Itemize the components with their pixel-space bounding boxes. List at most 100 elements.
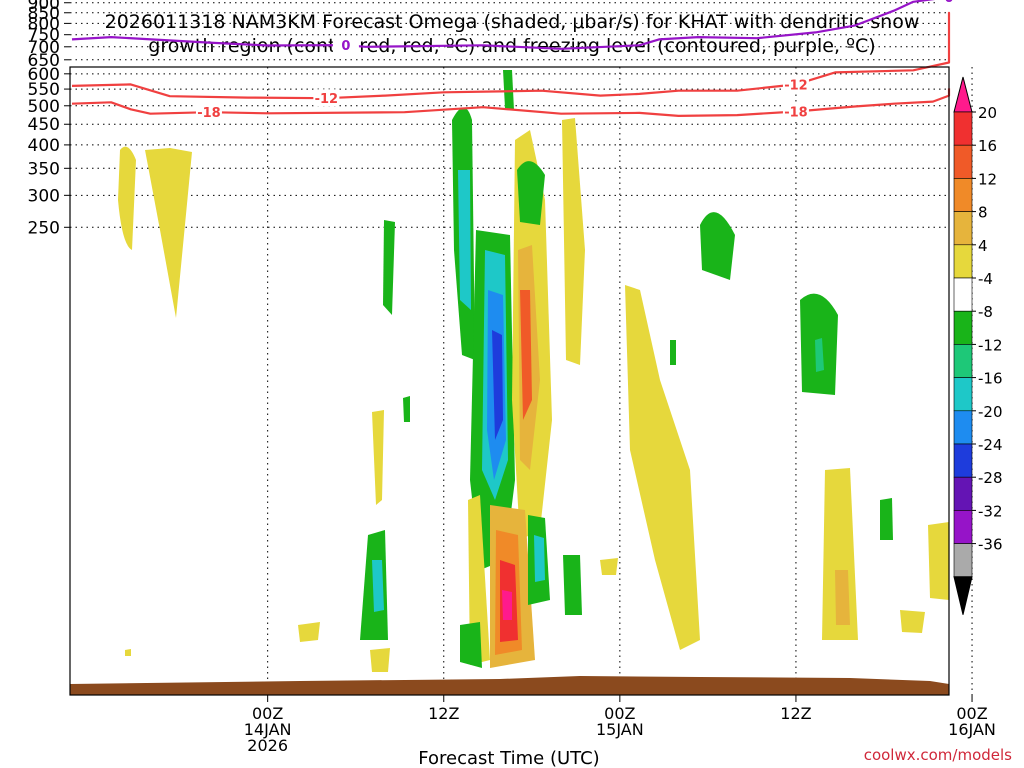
y-tick-label-650: 650 <box>28 51 60 71</box>
omega-pos-4-l <box>900 610 925 633</box>
colorbar-band-7 <box>953 310 973 345</box>
colorbar-band-9 <box>953 377 973 412</box>
omega-pos-4-a <box>118 146 136 250</box>
contour-line-1 <box>71 11 951 100</box>
colorbar-band-8 <box>953 344 973 378</box>
y-tick-label-300: 300 <box>28 186 60 206</box>
colorbar: 20 16 12 8 4 -4 -8 -12 -16 -20 -24 -28 -32 -36 <box>953 76 1003 615</box>
colorbar-label-5: -4 <box>978 270 993 288</box>
y-tick-label-700: 700 <box>28 38 60 58</box>
contour-line-0 <box>71 88 951 117</box>
omega-pos-4-h <box>822 468 858 640</box>
x-tick-label-3-0: 12Z <box>780 704 811 723</box>
omega-pos-12-a <box>520 290 532 420</box>
omega-neg-4-m <box>403 396 410 422</box>
x-tick-label-2-0: 00Z <box>604 704 635 723</box>
colorbar-band-14 <box>953 543 973 578</box>
omega-pos-8-c <box>835 570 850 625</box>
colorbar-band-13 <box>953 510 973 544</box>
y-tick-label-750: 750 <box>28 26 60 46</box>
credit-text: coolwx.com/models <box>864 746 1012 764</box>
colorbar-band-4 <box>953 211 973 246</box>
colorbar-label-12: -32 <box>978 502 1003 520</box>
colorbar-band-11 <box>953 443 973 478</box>
omega-pos-4-b <box>145 148 192 318</box>
colorbar-label-4: 4 <box>978 237 988 255</box>
contour-label-bg-1-1 <box>782 75 809 93</box>
x-tick-label-4-0: 00Z <box>956 704 987 723</box>
plot-frame <box>69 66 950 696</box>
omega-pos-4-f <box>625 285 700 650</box>
x-tick-label-4-1: 16JAN <box>948 720 996 739</box>
colorbar-label-2: 12 <box>978 170 997 188</box>
terrain-ground <box>70 676 949 695</box>
colorbar-band-10 <box>953 410 973 445</box>
omega-pos-4-k <box>600 558 618 575</box>
omega-pos-4-e <box>562 118 585 365</box>
colorbar-label-11: -28 <box>978 469 1003 487</box>
omega-pos-4-i <box>928 522 949 600</box>
omega-neg-8-a <box>458 170 471 310</box>
contour-label-bg-1-0 <box>313 89 340 107</box>
y-tick-label-900: 900 <box>28 0 60 14</box>
contour-label-2-1: 0 <box>944 0 953 6</box>
contour-line-2 <box>71 0 935 50</box>
colorbar-band-1 <box>953 111 973 146</box>
contour-label-1-1: -12 <box>784 78 808 93</box>
omega-shading <box>118 70 949 672</box>
x-tick-label-0-0: 00Z <box>252 704 283 723</box>
colorbar-label-9: -20 <box>978 403 1003 421</box>
colorbar-label-0: 20 <box>978 104 997 122</box>
contour-labels: -18 -18 -12 -12 0 0 <box>195 0 962 121</box>
x-tick-label-1-0: 12Z <box>428 704 459 723</box>
colorbar-label-3: 8 <box>978 204 988 222</box>
omega-neg-8-b <box>815 338 824 372</box>
chart-title-line1: 2026011318 NAM3KM Forecast Omega (shaded… <box>105 11 920 33</box>
y-tick-label-450: 450 <box>28 115 60 135</box>
colorbar-top-arrow <box>953 76 973 113</box>
omega-neg-12-a <box>372 560 384 612</box>
x-tick-label-0-1: 14JAN <box>244 720 292 739</box>
omega-pos-4-n <box>125 649 131 656</box>
x-axis-label: Forecast Time (UTC) <box>418 748 599 768</box>
y-tick-label-600: 600 <box>28 65 60 85</box>
omega-neg-24-a <box>492 330 503 440</box>
colorbar-label-8: -16 <box>978 370 1003 388</box>
omega-neg-4-j <box>563 555 582 615</box>
pressure-axis: 250 300 350 4004505005506006507007508008509… <box>28 0 70 238</box>
omega-neg-4-l <box>880 498 893 540</box>
colorbar-label-10: -24 <box>978 436 1003 454</box>
y-tick-label-800: 800 <box>28 14 60 34</box>
y-tick-label-850: 850 <box>28 4 60 24</box>
colorbar-label-1: 16 <box>978 137 997 155</box>
contour-label-bg-0-1 <box>782 102 809 120</box>
omega-neg-12-b <box>534 535 545 582</box>
omega-neg-4-d <box>517 161 545 225</box>
colorbar-band-5 <box>953 244 973 279</box>
omega-pos-4-j <box>298 622 320 642</box>
omega-pos-4-c <box>372 410 384 505</box>
contour-label-0-1: -18 <box>784 105 808 120</box>
omega-neg-4-e <box>700 212 735 280</box>
contour-label-bg-2-0 <box>332 36 359 54</box>
contour-label-bg-2-1 <box>936 0 962 5</box>
y-tick-label-350: 350 <box>28 159 60 179</box>
omega-neg-4-c <box>503 70 514 110</box>
x-tick-label-0-2: 2026 <box>247 736 288 755</box>
omega-pos-20-a <box>502 590 512 620</box>
contour-label-1-0: -12 <box>315 92 339 107</box>
colorbar-band-2 <box>953 144 973 179</box>
colorbar-label-13: -36 <box>978 536 1003 554</box>
y-tick-label-500: 500 <box>28 97 60 117</box>
colorbar-band-6 <box>953 277 973 312</box>
omega-neg-4-n <box>670 340 676 365</box>
temperature-contours <box>71 0 951 117</box>
colorbar-bottom-arrow <box>953 576 973 615</box>
omega-neg-4-k <box>460 622 482 668</box>
contour-label-0-0: -18 <box>197 106 221 121</box>
y-tick-label-400: 400 <box>28 136 60 156</box>
y-tick-label-550: 550 <box>28 80 60 100</box>
contour-label-bg-0-0 <box>195 103 222 121</box>
